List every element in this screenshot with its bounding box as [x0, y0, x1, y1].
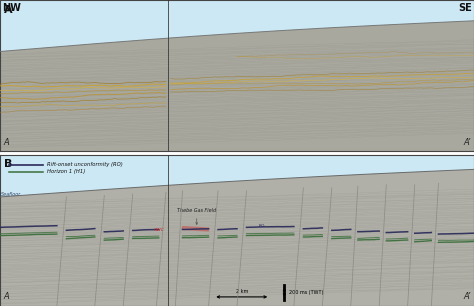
Text: GWC: GWC: [154, 228, 164, 232]
Text: A’: A’: [463, 293, 470, 301]
Polygon shape: [0, 0, 474, 51]
Text: A: A: [4, 138, 9, 147]
Text: RO: RO: [258, 225, 264, 229]
Text: Thebe Gas Field: Thebe Gas Field: [177, 208, 216, 224]
Text: Horizon 1 (H1): Horizon 1 (H1): [47, 169, 86, 174]
Polygon shape: [182, 226, 209, 231]
Polygon shape: [0, 155, 474, 197]
Text: Rift-onset unconformity (RO): Rift-onset unconformity (RO): [47, 162, 123, 167]
Text: A’: A’: [463, 138, 470, 147]
Text: NW: NW: [2, 3, 21, 13]
Text: SE: SE: [458, 3, 472, 13]
Text: A: A: [4, 5, 12, 15]
Text: A: A: [4, 293, 9, 301]
Text: Seafloor: Seafloor: [1, 192, 21, 197]
Bar: [0, 155, 152, 182]
Text: 2 km: 2 km: [236, 289, 248, 294]
Text: 200 ms (TWT): 200 ms (TWT): [289, 290, 324, 295]
Text: B: B: [4, 159, 12, 169]
